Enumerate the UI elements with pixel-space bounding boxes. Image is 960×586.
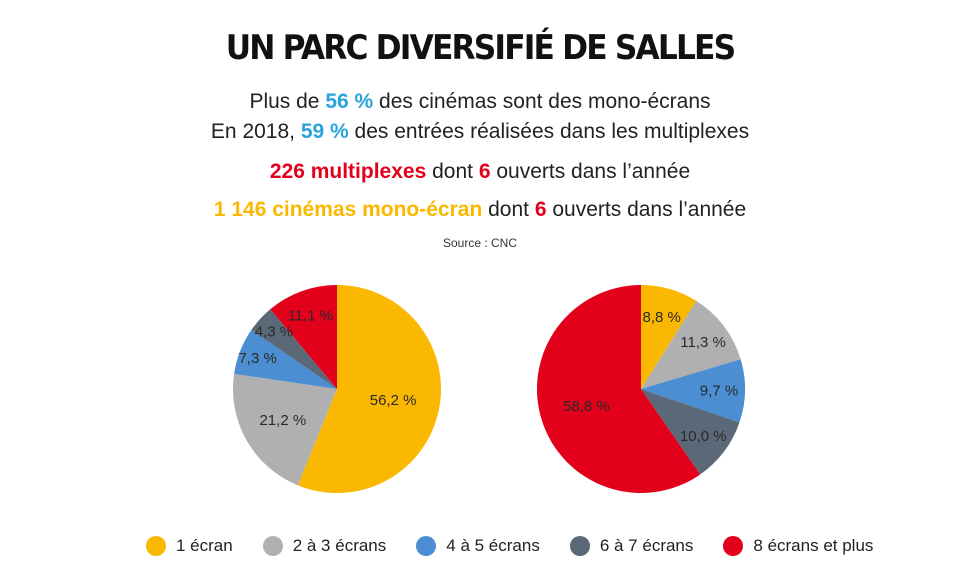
slice-label: 9,7 % — [700, 382, 738, 399]
legend-swatch-icon — [146, 536, 166, 556]
legend-item: 1 écran — [146, 536, 233, 556]
legend-label: 4 à 5 écrans — [446, 536, 540, 555]
slice-label: 10,0 % — [680, 428, 727, 445]
slice-label: 21,2 % — [259, 412, 306, 429]
legend-item: 6 à 7 écrans — [569, 536, 694, 556]
legend-item: 2 à 3 écrans — [262, 536, 387, 556]
pie-slice — [297, 285, 441, 493]
text: des entrées réalisées dans les multiplex… — [348, 120, 750, 143]
headline-multiplexes: 226 multiplexes dont 6 ouverts dans l’an… — [0, 160, 960, 184]
slice-label: 56,2 % — [370, 392, 417, 409]
text: Plus de — [249, 90, 326, 113]
slice-label: 8,8 % — [643, 309, 681, 326]
pie-slice — [234, 329, 337, 389]
source-note: Source : CNC — [442, 236, 518, 250]
headline-entrees: En 2018, 59 % des entrées réalisées dans… — [0, 120, 960, 144]
headline-mono-ecran-count: 1 146 cinémas mono-écran dont 6 ouverts … — [0, 198, 960, 222]
legend-item: 4 à 5 écrans — [416, 536, 540, 556]
text: ouverts dans l’année — [546, 198, 747, 221]
text: dont — [482, 198, 535, 221]
highlight-value: 56 % — [325, 90, 374, 113]
pie-chart-1: 56,2 % 21,2 % 7,3 % 4,3 %11,1 % — [233, 285, 441, 493]
highlight-value: 59 % — [300, 120, 349, 143]
pie-slice — [251, 309, 337, 389]
pie-slice — [537, 285, 701, 494]
highlight-count: 6 — [534, 198, 547, 221]
pie-slice — [641, 285, 697, 389]
legend-label: 8 écrans et plus — [753, 536, 874, 555]
pie-slice — [641, 300, 741, 389]
slice-label: 58,8 % — [563, 398, 610, 415]
pie-slice — [641, 389, 740, 475]
legend-swatch-icon — [723, 536, 744, 556]
highlight-value: 226 multiplexes — [269, 160, 427, 183]
text: dont — [426, 160, 479, 183]
slice-label: 4,3 % — [255, 324, 293, 341]
headline-mono-ecrans: Plus de 56 % des cinémas sont des mono-é… — [0, 90, 960, 114]
legend-swatch-icon — [569, 536, 590, 556]
pie-slice — [233, 373, 337, 486]
legend: 1 écran 2 à 3 écrans 4 à 5 écrans 6 à 7 écr… — [146, 536, 903, 556]
text: ouverts dans l’année — [490, 160, 691, 183]
text: En 2018, — [210, 120, 301, 143]
slice-label: 7,3 % — [238, 350, 276, 367]
pie-slice — [641, 359, 745, 423]
legend-label: 2 à 3 écrans — [292, 536, 387, 555]
highlight-value: 1 146 cinémas mono-écran — [213, 198, 483, 221]
legend-item: 8 écrans et plus — [723, 536, 873, 556]
legend-label: 6 à 7 écrans — [599, 536, 694, 555]
chart-title: UN PARC DIVERSIFIÉ DE SALLES — [225, 28, 736, 68]
highlight-count: 6 — [478, 160, 491, 183]
legend-swatch-icon — [262, 536, 283, 556]
slice-label: 11,1 % — [288, 308, 334, 325]
legend-label: 1 écran — [176, 536, 233, 555]
legend-swatch-icon — [416, 536, 437, 556]
text: des cinémas sont des mono-écrans — [373, 90, 711, 113]
pie-slice — [270, 285, 337, 389]
pie-chart-2: 8,8 % 11,3 % 9,7 % 10,0 % 58,8 % — [537, 285, 745, 494]
slice-label: 11,3 % — [680, 334, 726, 351]
